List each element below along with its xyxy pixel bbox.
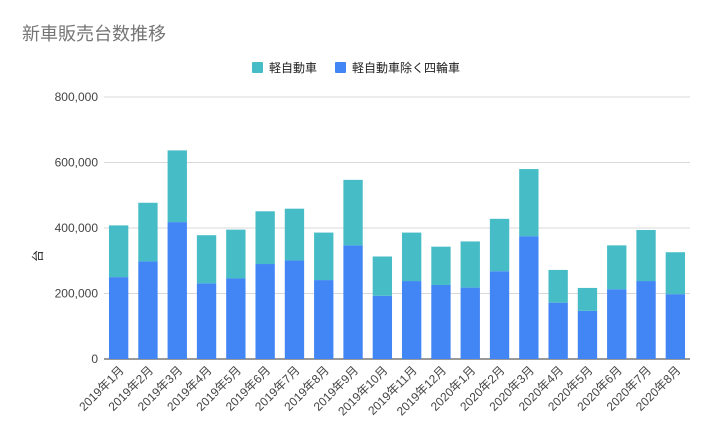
bar-segment-non-kei xyxy=(343,245,363,359)
bar-segment-non-kei xyxy=(284,260,305,359)
bar-segment-kei xyxy=(401,232,422,282)
bar-segment-kei xyxy=(167,150,187,223)
bar-segment-non-kei xyxy=(577,310,598,359)
y-axis-label: 台 xyxy=(30,250,45,262)
bar-segment-kei xyxy=(255,211,275,265)
y-tick-label: 400,000 xyxy=(55,221,99,235)
bar-segment-non-kei xyxy=(226,278,246,359)
y-tick-label: 800,000 xyxy=(55,90,99,104)
bar-segment-kei xyxy=(636,229,656,282)
bar-segment-non-kei xyxy=(401,281,422,359)
x-axis-ticks: 2019年1月2019年2月2019年3月2019年4月2019年5月2019年… xyxy=(76,363,683,418)
chart-bars xyxy=(108,150,686,359)
bar-segment-kei xyxy=(343,179,363,246)
legend-swatch xyxy=(335,62,346,73)
y-tick-label: 600,000 xyxy=(55,156,99,170)
y-tick-label: 200,000 xyxy=(55,287,99,301)
bar-segment-non-kei xyxy=(548,302,568,359)
bar-segment-kei xyxy=(372,256,393,296)
bar-segment-kei xyxy=(460,241,480,288)
bar-segment-kei xyxy=(314,232,334,281)
bar-segment-kei xyxy=(607,245,627,290)
bar-segment-kei xyxy=(138,202,158,262)
bar-segment-non-kei xyxy=(196,283,217,359)
bar-segment-kei xyxy=(665,252,686,295)
bar-segment-kei xyxy=(577,287,598,311)
bar-segment-kei xyxy=(519,169,539,237)
y-axis-ticks: 0 200,000 400,000 600,000 800,000 xyxy=(55,90,99,366)
bar-segment-kei xyxy=(196,235,217,284)
bar-segment-kei xyxy=(548,269,568,303)
bar-segment-kei xyxy=(284,208,305,261)
bar-segment-non-kei xyxy=(636,281,656,359)
chart-legend: 軽自動車 軽自動車除く四輪車 xyxy=(252,60,460,75)
bar-segment-non-kei xyxy=(167,222,187,359)
bar-segment-non-kei xyxy=(519,236,539,359)
bar-segment-kei xyxy=(108,225,129,278)
y-tick-label: 0 xyxy=(91,352,98,366)
bar-segment-non-kei xyxy=(431,284,451,359)
bar-segment-non-kei xyxy=(255,264,275,359)
bar-segment-non-kei xyxy=(314,280,334,359)
bar-segment-non-kei xyxy=(138,261,158,359)
legend-swatch xyxy=(252,62,263,73)
bar-segment-non-kei xyxy=(460,287,480,359)
bar-segment-kei xyxy=(431,246,451,285)
chart-title: 新車販売台数推移 xyxy=(22,24,166,45)
chart-grid xyxy=(104,96,690,360)
bar-segment-kei xyxy=(489,218,510,272)
bar-segment-non-kei xyxy=(489,271,510,359)
legend-label: 軽自動車除く四輪車 xyxy=(352,60,460,75)
bar-segment-non-kei xyxy=(372,295,393,359)
bar-segment-non-kei xyxy=(607,289,627,359)
legend-label: 軽自動車 xyxy=(269,61,317,75)
bar-segment-kei xyxy=(226,229,246,279)
bar-segment-non-kei xyxy=(665,294,686,359)
bar-segment-non-kei xyxy=(108,277,129,359)
